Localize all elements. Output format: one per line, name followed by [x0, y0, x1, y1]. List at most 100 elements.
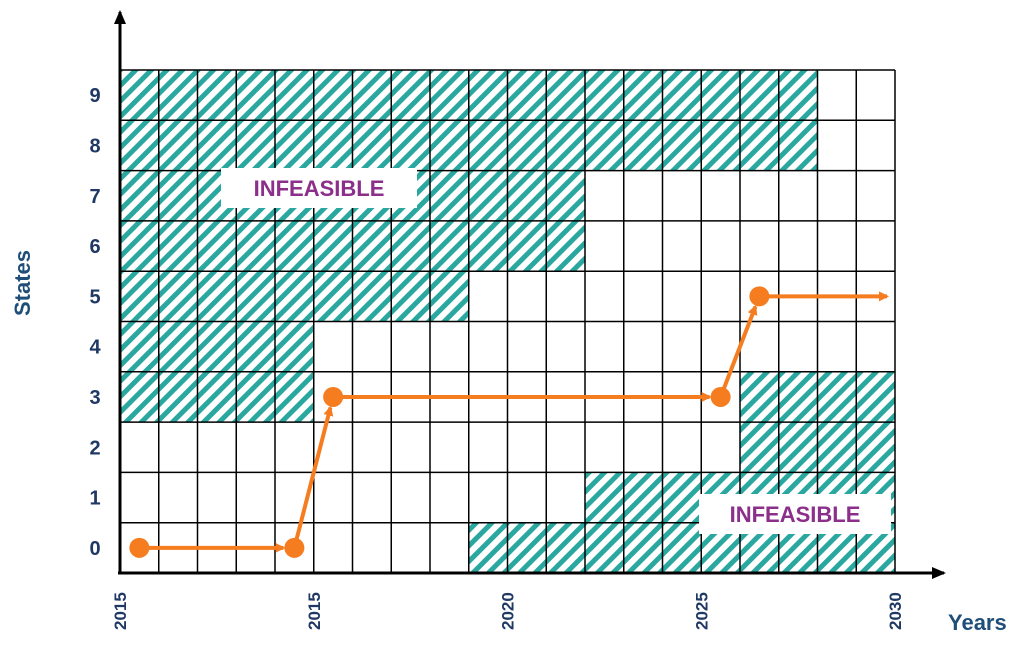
infeasible-cell — [430, 271, 469, 322]
infeasible-cell — [701, 70, 740, 121]
infeasible-cell — [468, 522, 508, 573]
infeasible-cell — [236, 321, 275, 372]
infeasible-cell — [856, 422, 895, 473]
path-node — [323, 386, 344, 407]
infeasible-cell — [662, 70, 702, 121]
y-tick-label: 0 — [89, 538, 100, 560]
y-tick-label: 7 — [89, 186, 100, 208]
infeasible-cell — [546, 220, 585, 272]
path-node — [710, 386, 731, 407]
infeasible-cell — [352, 220, 392, 272]
y-tick-labels: 0 1 2 3 4 5 6 7 8 9 — [89, 85, 101, 560]
grid-cells — [120, 70, 895, 573]
x-tick-label: 2015 — [305, 592, 324, 630]
y-axis-title: States — [10, 250, 35, 316]
infeasible-cell — [352, 70, 392, 121]
infeasible-cell — [275, 220, 314, 272]
infeasible-cell — [585, 472, 624, 523]
y-tick-label: 8 — [89, 135, 100, 157]
infeasible-cell — [158, 371, 198, 423]
infeasible-cell — [197, 321, 237, 372]
infeasible-cell — [197, 120, 237, 171]
infeasible-cell — [468, 70, 508, 121]
infeasible-cell — [120, 170, 159, 221]
x-tick-labels: 2015 2015 2020 2025 2030 — [111, 592, 905, 630]
infeasible-cell — [468, 170, 508, 221]
infeasible-cell — [507, 170, 547, 221]
x-tick-label: 2030 — [886, 592, 905, 630]
infeasible-cell — [120, 120, 159, 171]
y-tick-label: 5 — [89, 286, 100, 308]
infeasible-cell — [430, 170, 469, 221]
y-tick-label: 4 — [89, 337, 101, 359]
infeasible-cell — [391, 271, 430, 322]
infeasible-cell — [468, 120, 508, 171]
infeasible-cell — [623, 472, 663, 523]
infeasible-cell — [197, 371, 237, 423]
infeasible-cell — [662, 472, 702, 523]
infeasible-cell — [662, 522, 702, 573]
infeasible-cell — [197, 70, 237, 121]
infeasible-cell — [275, 371, 314, 423]
infeasible-cell — [275, 70, 314, 121]
infeasible-cell — [623, 522, 663, 573]
y-tick-label: 6 — [89, 236, 100, 258]
infeasible-cell — [778, 422, 818, 473]
infeasible-cell — [197, 271, 237, 322]
y-tick-label: 2 — [89, 437, 100, 459]
infeasible-cell — [313, 220, 353, 272]
y-tick-label: 9 — [89, 85, 100, 107]
infeasible-cell — [430, 220, 469, 272]
infeasible-cell — [158, 271, 198, 322]
infeasible-cell — [662, 120, 702, 171]
infeasible-cell — [546, 120, 585, 171]
infeasible-cell — [430, 70, 469, 121]
infeasible-cell — [158, 70, 198, 121]
infeasible-text-top: INFEASIBLE — [254, 176, 385, 201]
infeasible-cell — [778, 70, 818, 121]
infeasible-cell — [275, 321, 314, 372]
infeasible-cell — [158, 220, 198, 272]
infeasible-cell — [236, 70, 275, 121]
infeasible-cell — [391, 70, 430, 121]
infeasible-cell — [158, 321, 198, 372]
path-segment — [292, 405, 334, 549]
path-node — [749, 286, 770, 307]
infeasible-cell — [740, 120, 779, 171]
x-axis-title: Years — [948, 610, 1007, 635]
infeasible-cell — [120, 220, 159, 272]
infeasible-label-bottom: INFEASIBLE — [699, 494, 891, 534]
infeasible-cell — [120, 321, 159, 372]
infeasible-cell — [740, 422, 779, 473]
infeasible-cell — [158, 170, 198, 221]
x-tick-label: 2025 — [692, 592, 711, 630]
infeasible-cell — [817, 371, 857, 423]
infeasible-cell — [197, 220, 237, 272]
infeasible-cell — [585, 522, 624, 573]
infeasible-cell — [391, 120, 430, 171]
path-segment — [718, 304, 758, 398]
infeasible-cell — [546, 170, 585, 221]
infeasible-cell — [546, 70, 585, 121]
infeasible-cell — [856, 371, 895, 423]
infeasible-cell — [313, 70, 353, 121]
infeasible-cell — [623, 120, 663, 171]
infeasible-text-bottom: INFEASIBLE — [730, 502, 861, 527]
y-tick-label: 3 — [89, 387, 100, 409]
infeasible-cell — [236, 220, 275, 272]
infeasible-cell — [778, 371, 818, 423]
infeasible-cell — [236, 271, 275, 322]
infeasible-cell — [313, 120, 353, 171]
infeasible-cell — [275, 271, 314, 322]
infeasible-cell — [352, 271, 392, 322]
infeasible-cell — [391, 220, 430, 272]
infeasible-cell — [120, 70, 159, 121]
infeasible-cell — [507, 120, 547, 171]
infeasible-cell — [313, 271, 353, 322]
x-tick-label: 2020 — [499, 592, 518, 630]
infeasible-cell — [468, 220, 508, 272]
infeasible-cell — [507, 522, 547, 573]
infeasible-cell — [236, 371, 275, 423]
infeasible-cell — [275, 120, 314, 171]
